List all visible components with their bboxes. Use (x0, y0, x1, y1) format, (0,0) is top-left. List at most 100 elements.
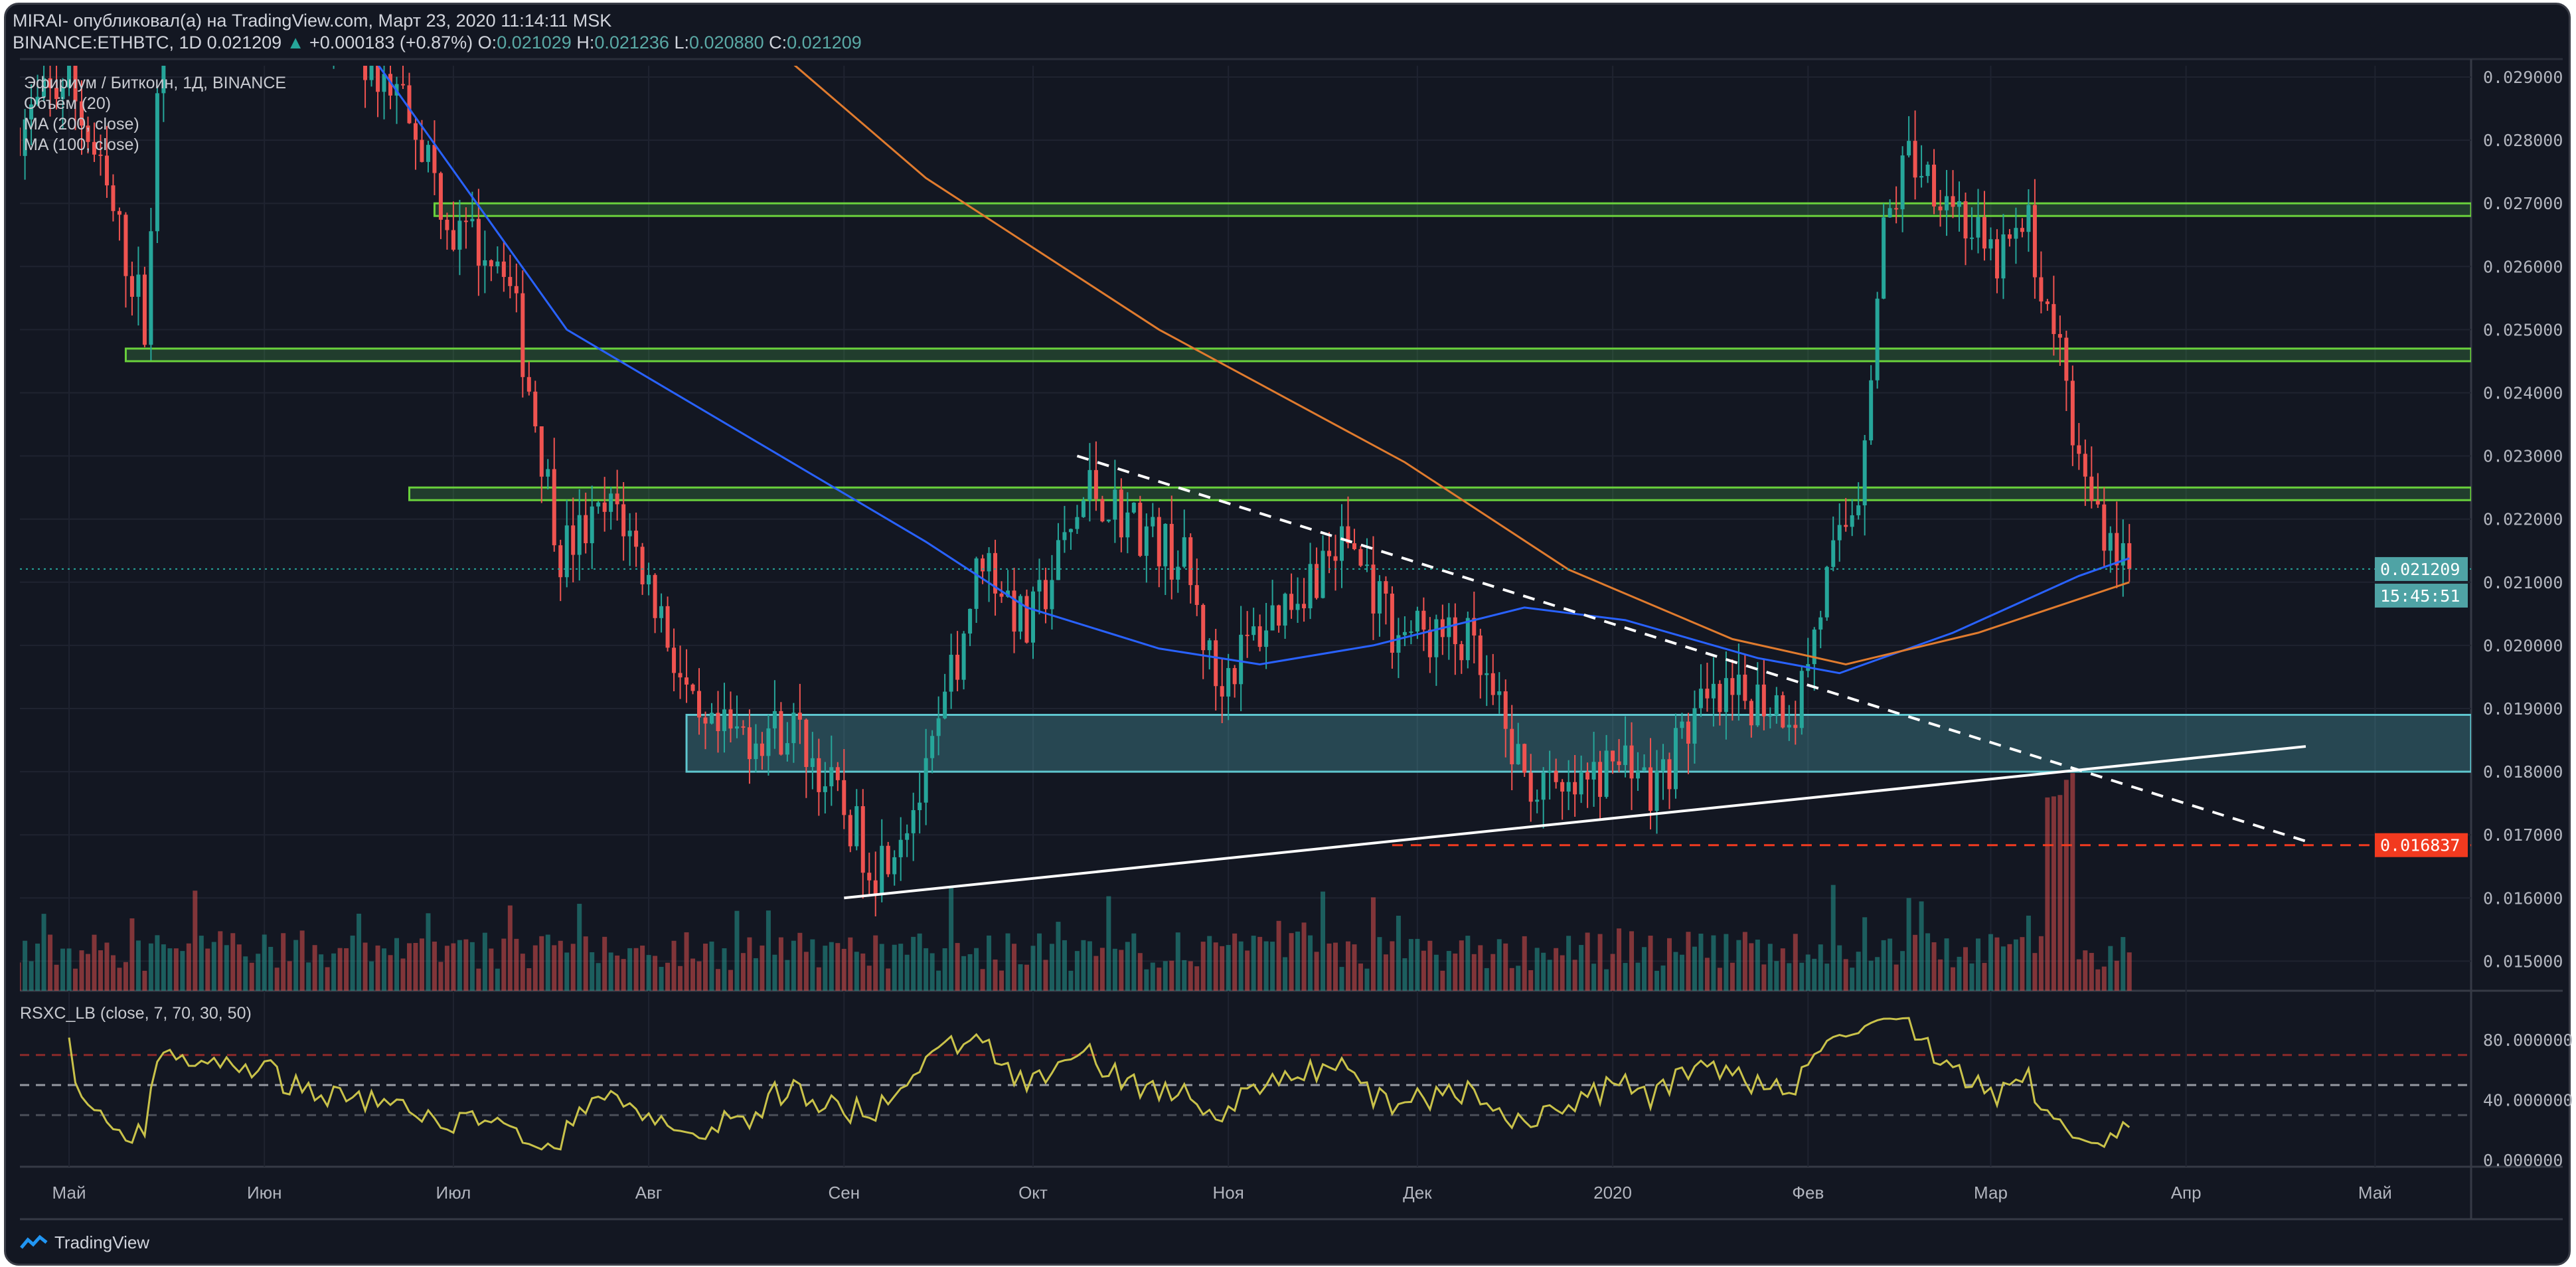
volume-bar (1471, 954, 1477, 991)
candle-body (1390, 593, 1394, 653)
candle-body (873, 880, 878, 894)
candle-body (2014, 228, 2018, 239)
candle-body (779, 711, 783, 755)
volume-bar (1402, 958, 1408, 991)
volume-bar (388, 955, 393, 991)
time-tick-label: Июл (436, 1183, 471, 1203)
volume-bar (1982, 963, 1987, 991)
volume-bar (646, 955, 651, 991)
candle-body (2121, 543, 2125, 566)
alert-price-label-bg (2375, 833, 2468, 857)
candle-body (2095, 501, 2100, 505)
candle-body (1938, 206, 1943, 211)
candle-body (760, 743, 764, 756)
candle-body (924, 758, 928, 803)
volume-bar (1137, 953, 1143, 991)
candle-body (854, 806, 859, 847)
volume-bar (1704, 958, 1710, 991)
volume-bar (457, 940, 462, 991)
rsi-legend[interactable]: RSXC_LB (close, 7, 70, 30, 50) (20, 1004, 252, 1023)
indicator-legend: Эфириум / Биткоин, 1Д, BINANCE Объём (20… (24, 73, 286, 155)
volume-bar (545, 934, 550, 991)
volume-bar (816, 967, 821, 991)
candle-body (609, 493, 613, 512)
volume-bar (564, 952, 570, 991)
candle-body (999, 593, 1004, 597)
candle-body (552, 469, 556, 546)
candle-body (168, 0, 172, 15)
volume-bar (463, 939, 469, 991)
candle-body (206, 0, 210, 1)
volume-bar (1081, 940, 1086, 991)
candle-body (1093, 469, 1098, 499)
volume-bar (860, 953, 866, 991)
volume-bar (728, 970, 733, 991)
volume-bar (621, 959, 626, 991)
volume-bar (2020, 937, 2025, 991)
candle-body (1566, 782, 1571, 792)
candle-body (1037, 580, 1042, 592)
price-tick-label: 0.019000 (2483, 699, 2563, 718)
candle-body (1611, 750, 1615, 762)
volume-bar (2070, 773, 2075, 991)
legend-volume[interactable]: Объём (20) (24, 94, 112, 113)
volume-bar (375, 945, 380, 991)
candle-body (1793, 724, 1798, 728)
candle-body (1680, 721, 1684, 728)
candle-body (2045, 301, 2050, 304)
alert-price-label: 0.016837 (2380, 836, 2460, 855)
candle-body (2083, 454, 2087, 477)
volume-bar (1364, 968, 1370, 991)
candle-body (716, 713, 720, 731)
volume-bar (426, 913, 431, 991)
volume-bar (41, 914, 46, 991)
candle-body (104, 155, 109, 186)
rsi-tick-label: 40.000000 (2483, 1091, 2573, 1110)
volume-bar (791, 940, 796, 991)
volume-bar (337, 948, 343, 991)
volume-bar (1717, 968, 1722, 991)
volume-bar (999, 970, 1005, 991)
volume-bar (199, 936, 204, 991)
volume-bar (1030, 946, 1036, 991)
volume-bar (1049, 944, 1054, 991)
candle-body (514, 286, 519, 294)
candle-body (1982, 216, 1986, 249)
legend-title[interactable]: Эфириум / Биткоин, 1Д, BINANCE (24, 74, 287, 92)
candle-body (584, 515, 588, 544)
time-tick-label: Ноя (1213, 1183, 1244, 1203)
candle-body (1907, 141, 1911, 156)
volume-bar (1755, 939, 1760, 991)
candle-body (1340, 526, 1344, 561)
candle-body (86, 126, 90, 142)
candle-body (2032, 205, 2037, 278)
volume-bar (633, 948, 639, 991)
volume-bar (1314, 952, 1319, 991)
volume-bar (520, 954, 525, 991)
volume-bar (476, 968, 481, 991)
candle-body (766, 728, 771, 756)
candle-body (772, 711, 777, 728)
candle-body (369, 66, 374, 80)
volume-bar (1213, 942, 1218, 991)
candle-body (842, 780, 846, 815)
candle-body (1528, 772, 1533, 802)
candle-body (2102, 504, 2107, 551)
legend-ma200[interactable]: MA (200, close) (24, 115, 139, 133)
volume-bar (1767, 944, 1773, 991)
volume-bar (917, 933, 922, 991)
volume-bar (413, 943, 418, 991)
candle-body (2026, 205, 2031, 232)
volume-bar (1623, 963, 1628, 991)
candle-body (835, 767, 840, 780)
candle-body (338, 0, 342, 3)
candle-body (426, 145, 430, 162)
volume-bar (797, 932, 803, 991)
candle-body (199, 0, 203, 21)
candle-body (1043, 580, 1048, 610)
candle-body (898, 839, 903, 857)
legend-ma100[interactable]: MA (100, close) (24, 135, 139, 154)
candle-body (117, 211, 121, 215)
candle-body (930, 736, 935, 758)
